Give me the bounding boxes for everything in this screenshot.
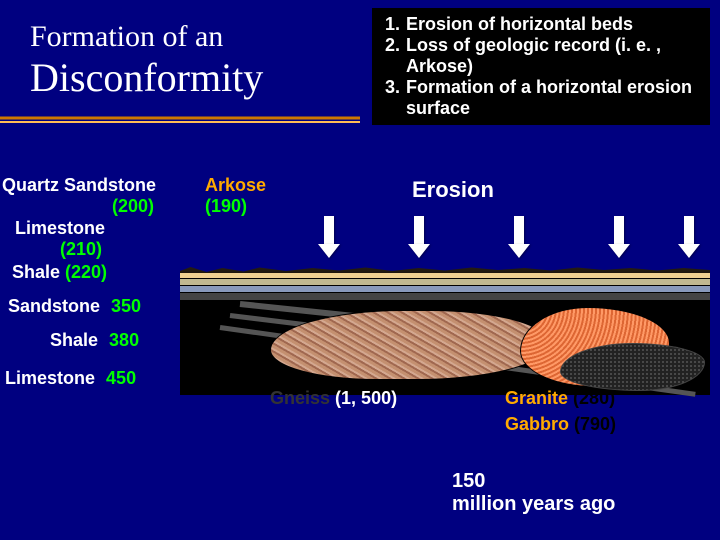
layer-arkose [180,279,710,286]
step-text: Loss of geologic record (i. e. , Arkose) [406,35,702,77]
layer-shale [180,293,710,301]
cross-section-diagram [180,265,710,395]
title-line-1: Formation of an [30,20,263,54]
erosion-label: Erosion [412,177,494,203]
step-num: 3. [380,77,406,119]
layer-limestone [180,286,710,293]
step-text: Formation of a horizontal erosion surfac… [406,77,702,119]
down-arrow-icon [510,216,528,258]
gneiss-pluton [270,310,550,380]
label-sandstone-lower: Sandstone 350 [8,296,141,317]
label-shale-lower: Shale 380 [50,330,139,351]
title-line-2: Disconformity [30,54,263,101]
label-shale-upper: Shale (220) [12,262,107,283]
step-text: Erosion of horizontal beds [406,14,702,35]
label-gabbro: Gabbro (790) [505,414,616,435]
label-arkose: Arkose (190) [205,175,266,217]
title-underline [0,116,360,124]
label-limestone-upper: Limestone (210) [15,218,105,260]
label-gneiss: Gneiss (1, 500) [270,388,397,409]
steps-list: 1.Erosion of horizontal beds 2.Loss of g… [372,8,710,125]
down-arrow-icon [680,216,698,258]
time-caption: 150million years ago [452,470,615,516]
down-arrow-icon [320,216,338,258]
down-arrow-icon [610,216,628,258]
down-arrow-icon [410,216,428,258]
label-limestone-lower: Limestone 450 [5,368,136,389]
label-quartz-sandstone: Quartz Sandstone (200) [2,175,156,217]
title-block: Formation of an Disconformity [30,20,263,101]
label-granite: Granite (280) [505,388,615,409]
step-num: 2. [380,35,406,77]
step-num: 1. [380,14,406,35]
